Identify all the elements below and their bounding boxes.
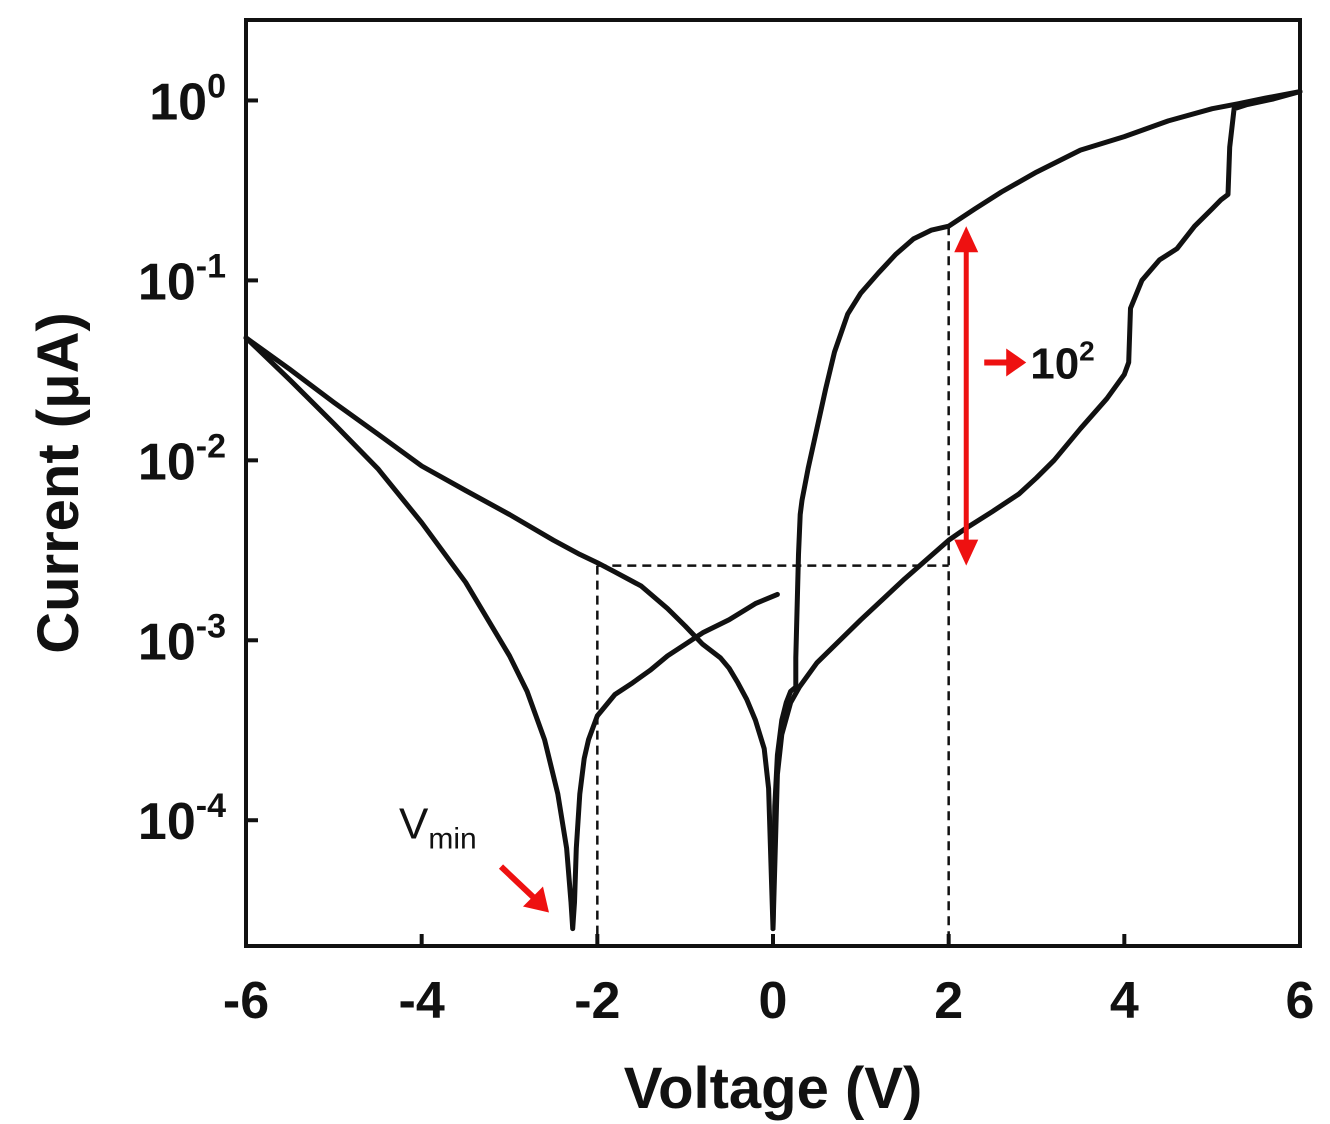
series-line-3 — [243, 335, 776, 932]
y-axis-title: Current (μA) — [26, 312, 91, 654]
ratio-arrow-head-down — [954, 539, 979, 566]
x-tick-label: 2 — [934, 972, 963, 1030]
series-layer — [243, 89, 1303, 932]
ratio-label: 102 — [1030, 335, 1095, 388]
y-tick-label: 100 — [149, 67, 226, 131]
guide-lines — [596, 226, 950, 946]
y-tick-label: 10-4 — [138, 787, 226, 851]
annotations: 102 Vmin — [399, 226, 1095, 913]
y-tick-label: 10-1 — [138, 247, 226, 311]
x-tick-label: 0 — [759, 972, 788, 1030]
axes: -6 -4 -2 0 2 4 6 100 10-1 10-2 10-3 10-4 — [138, 67, 1315, 1030]
x-tick-label: 4 — [1110, 972, 1139, 1030]
series-line-4 — [243, 335, 780, 932]
ratio-arrow-head-up — [954, 226, 979, 253]
x-tick-label: 6 — [1286, 972, 1315, 1030]
ratio-pointer-head — [1006, 348, 1027, 377]
y-tick-label: 10-3 — [138, 607, 226, 671]
series-line-2 — [770, 89, 1303, 932]
x-tick-label: -6 — [223, 972, 269, 1030]
x-tick-label: -2 — [574, 972, 620, 1030]
vmin-arrow-head — [522, 886, 549, 913]
series-line-1 — [770, 89, 1303, 932]
vmin-label: Vmin — [399, 800, 477, 856]
vmin-arrow-shaft — [498, 864, 542, 905]
x-axis-title: Voltage (V) — [624, 1056, 923, 1121]
x-tick-label: -4 — [399, 972, 445, 1030]
plot-frame — [244, 18, 1302, 948]
y-tick-label: 10-2 — [138, 427, 226, 491]
